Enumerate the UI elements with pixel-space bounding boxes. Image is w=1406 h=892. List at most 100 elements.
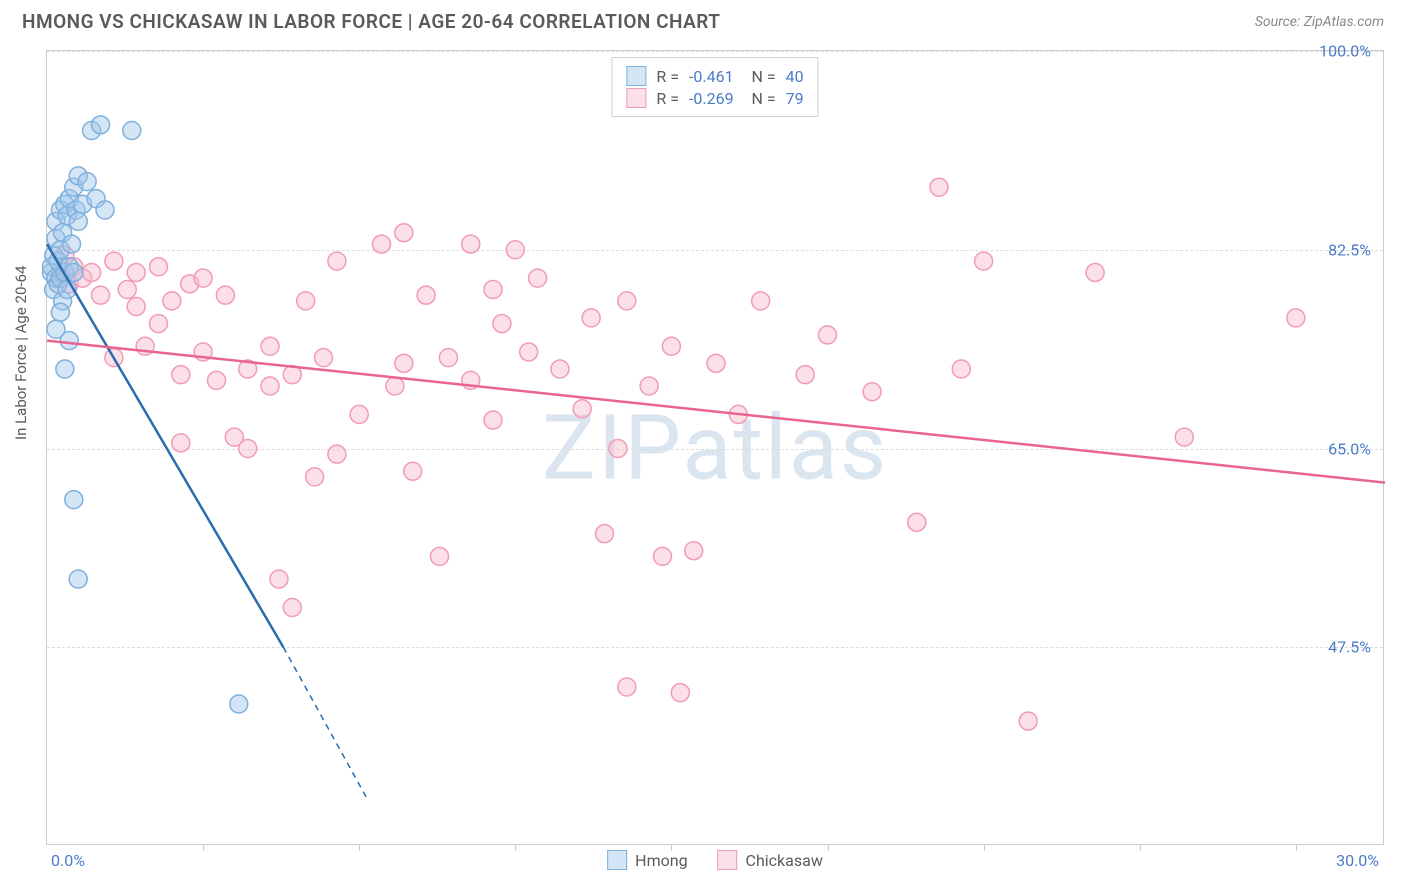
legend-swatch-icon (626, 66, 646, 86)
data-point-chickasaw (618, 678, 636, 696)
data-point-chickasaw (404, 462, 422, 480)
data-point-hmong (123, 122, 141, 140)
data-point-chickasaw (127, 263, 145, 281)
data-point-chickasaw (283, 599, 301, 617)
legend-series-name: Hmong (635, 851, 687, 870)
legend-n-stat: N = 79 (744, 89, 804, 108)
legend-n-stat: N = 40 (744, 67, 804, 86)
data-point-chickasaw (671, 684, 689, 702)
legend-swatch-icon (718, 850, 738, 870)
data-point-chickasaw (863, 383, 881, 401)
data-point-hmong (78, 173, 96, 191)
data-point-hmong (47, 320, 65, 338)
data-point-chickasaw (908, 513, 926, 531)
x-tick (515, 844, 516, 851)
data-point-chickasaw (417, 286, 435, 304)
data-point-chickasaw (261, 377, 279, 395)
x-tick (203, 844, 204, 851)
data-point-chickasaw (163, 292, 181, 310)
data-point-chickasaw (127, 298, 145, 316)
data-point-chickasaw (328, 445, 346, 463)
legend-series-name: Chickasaw (746, 851, 823, 870)
data-point-chickasaw (529, 269, 547, 287)
source-attribution: Source: ZipAtlas.com (1255, 14, 1384, 30)
data-point-chickasaw (150, 315, 168, 333)
x-axis-min-label: 0.0% (51, 851, 85, 870)
legend-swatch-icon (607, 850, 627, 870)
data-point-hmong (92, 116, 110, 134)
data-point-chickasaw (573, 400, 591, 418)
data-point-chickasaw (439, 349, 457, 367)
data-point-chickasaw (270, 570, 288, 588)
series-legend: Hmong Chickasaw (607, 850, 823, 870)
data-point-chickasaw (484, 411, 502, 429)
x-tick (828, 844, 829, 851)
data-point-chickasaw (551, 360, 569, 378)
data-point-chickasaw (796, 366, 814, 384)
data-point-hmong (69, 570, 87, 588)
chart-title: HMONG VS CHICKASAW IN LABOR FORCE | AGE … (22, 10, 720, 33)
data-point-chickasaw (350, 405, 368, 423)
legend-item-hmong: Hmong (607, 850, 687, 870)
x-tick (1140, 844, 1141, 851)
data-point-chickasaw (207, 371, 225, 389)
data-point-chickasaw (493, 315, 511, 333)
data-point-chickasaw (395, 354, 413, 372)
data-point-chickasaw (752, 292, 770, 310)
data-point-chickasaw (640, 377, 658, 395)
data-point-chickasaw (952, 360, 970, 378)
data-point-chickasaw (1086, 263, 1104, 281)
data-point-chickasaw (930, 178, 948, 196)
data-point-chickasaw (582, 309, 600, 327)
legend-item-chickasaw: Chickasaw (718, 850, 823, 870)
data-point-chickasaw (1175, 428, 1193, 446)
legend-row-hmong: R = -0.461 N = 40 (626, 66, 803, 86)
data-point-chickasaw (297, 292, 315, 310)
data-point-chickasaw (194, 269, 212, 287)
data-point-chickasaw (328, 252, 346, 270)
data-point-chickasaw (819, 326, 837, 344)
legend-row-chickasaw: R = -0.269 N = 79 (626, 88, 803, 108)
data-point-chickasaw (662, 337, 680, 355)
data-point-hmong (63, 235, 81, 253)
data-point-chickasaw (105, 252, 123, 270)
data-point-chickasaw (618, 292, 636, 310)
data-point-chickasaw (653, 547, 671, 565)
data-point-chickasaw (92, 286, 110, 304)
data-point-hmong (56, 360, 74, 378)
data-point-chickasaw (216, 286, 234, 304)
data-point-chickasaw (172, 366, 190, 384)
data-point-chickasaw (373, 235, 391, 253)
x-tick (359, 844, 360, 851)
data-point-chickasaw (975, 252, 993, 270)
data-point-chickasaw (118, 281, 136, 299)
data-point-chickasaw (609, 440, 627, 458)
legend-r-stat: R = -0.269 (656, 89, 733, 108)
data-point-chickasaw (83, 263, 101, 281)
legend-r-stat: R = -0.461 (656, 67, 733, 86)
data-point-chickasaw (395, 224, 413, 242)
scatter-plot-svg (47, 51, 1383, 844)
trend-line-extrapolated-hmong (283, 647, 368, 800)
chart-plot-area: ZIPatlas 47.5%65.0%82.5%100.0% R = -0.46… (46, 50, 1384, 845)
data-point-chickasaw (430, 547, 448, 565)
data-point-chickasaw (386, 377, 404, 395)
data-point-chickasaw (1019, 712, 1037, 730)
x-tick (1296, 844, 1297, 851)
chart-header: HMONG VS CHICKASAW IN LABOR FORCE | AGE … (0, 0, 1406, 41)
legend-swatch-icon (626, 88, 646, 108)
data-point-chickasaw (596, 525, 614, 543)
data-point-chickasaw (707, 354, 725, 372)
x-tick (984, 844, 985, 851)
data-point-chickasaw (520, 343, 538, 361)
data-point-chickasaw (239, 440, 257, 458)
data-point-chickasaw (150, 258, 168, 276)
data-point-chickasaw (506, 241, 524, 259)
data-point-chickasaw (306, 468, 324, 486)
x-axis-max-label: 30.0% (1336, 851, 1379, 870)
data-point-chickasaw (484, 281, 502, 299)
data-point-hmong (51, 303, 69, 321)
data-point-chickasaw (462, 235, 480, 253)
data-point-hmong (230, 695, 248, 713)
y-axis-label: In Labor Force | Age 20-64 (12, 266, 30, 440)
